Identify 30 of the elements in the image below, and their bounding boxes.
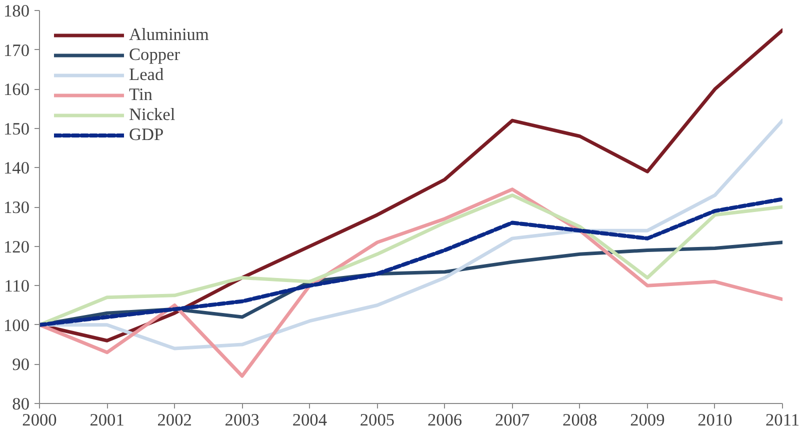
legend-label: Aluminium	[129, 25, 209, 45]
x-tick-label: 2000	[22, 410, 57, 428]
y-tick-label: 120	[4, 237, 30, 256]
x-tick-label: 2008	[562, 410, 598, 428]
x-tick-label: 2007	[494, 410, 530, 428]
legend-label: GDP	[129, 125, 164, 145]
x-tick-label: 2004	[292, 410, 328, 428]
legend-label: Nickel	[129, 105, 176, 125]
y-tick-label: 140	[4, 158, 30, 178]
legend-label: Lead	[129, 65, 164, 85]
x-tick-label: 2002	[157, 410, 192, 428]
line-series	[40, 188, 782, 378]
x-tick-label: 2005	[360, 410, 395, 428]
x-tick-label: 2003	[224, 410, 260, 428]
y-tick-label: 130	[4, 198, 30, 217]
legend-label: Copper	[129, 45, 180, 65]
y-tick-label: 180	[4, 2, 30, 20]
legend-label: Tin	[129, 85, 152, 105]
y-tick-label: 160	[4, 80, 30, 100]
y-tick-label: 100	[4, 316, 30, 335]
y-tick-label: 150	[4, 119, 30, 138]
y-tick-label: 110	[4, 276, 30, 296]
y-tick-label: 80	[12, 394, 30, 414]
x-tick-label: 2009	[630, 410, 665, 428]
x-tick-label: 2001	[90, 410, 124, 428]
x-tick-label: 2011	[765, 410, 800, 428]
x-tick-label: 2010	[698, 410, 732, 428]
y-tick-label: 170	[4, 40, 30, 60]
y-tick-label: 90	[12, 355, 30, 374]
x-tick-label: 2006	[427, 410, 462, 428]
